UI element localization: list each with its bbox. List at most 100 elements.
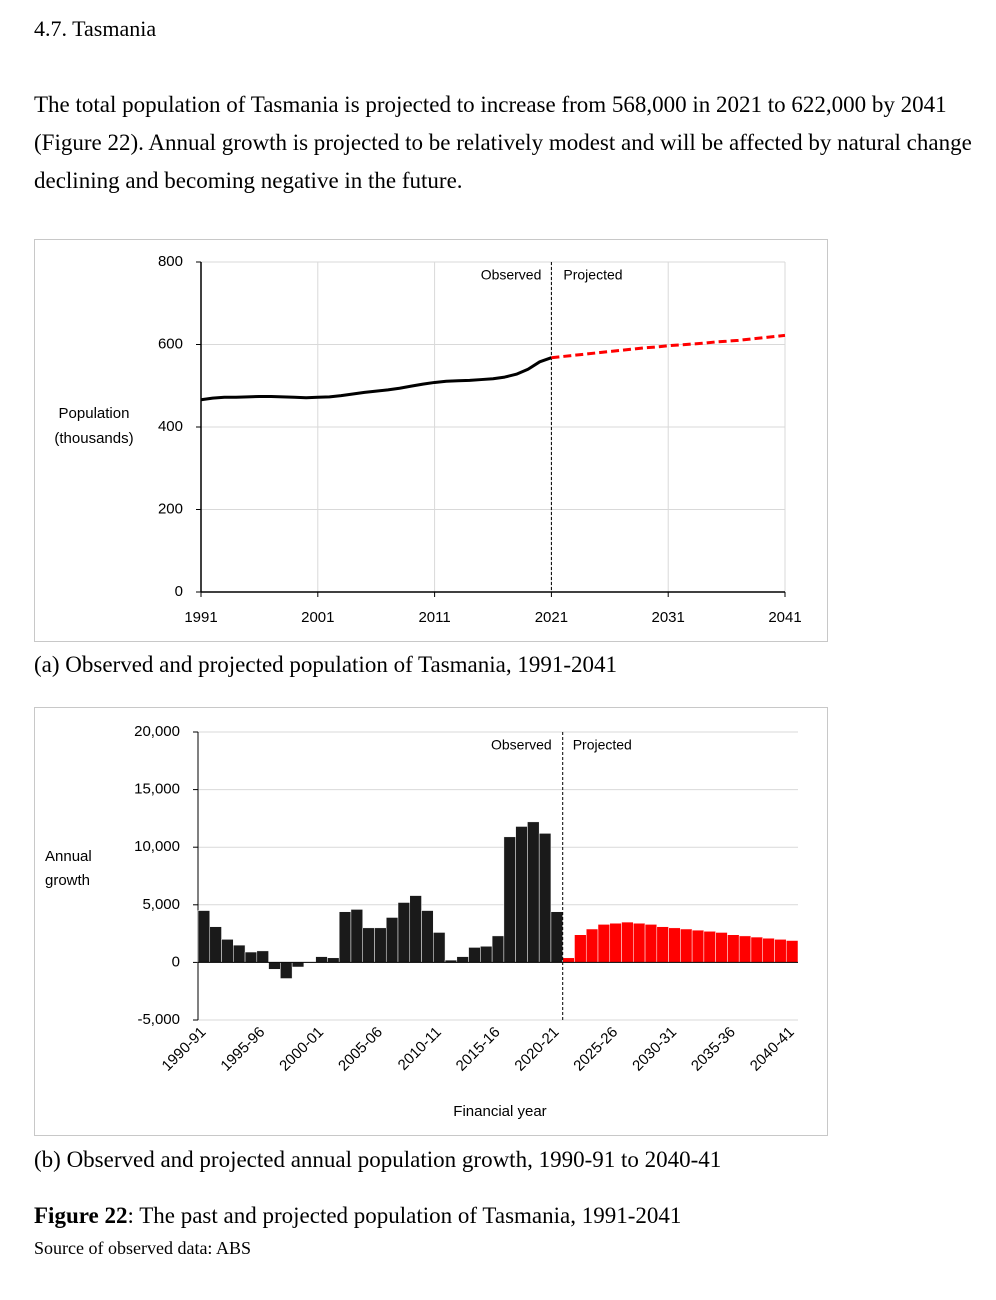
bar xyxy=(656,926,669,963)
bar xyxy=(680,928,693,963)
bar xyxy=(550,911,563,963)
bar xyxy=(338,911,352,963)
bar xyxy=(315,956,328,963)
x-tick-label: 2011 xyxy=(418,609,450,626)
bar xyxy=(691,929,705,963)
y-tick-label: 400 xyxy=(158,418,183,435)
bar xyxy=(480,946,493,963)
bar xyxy=(597,924,611,963)
bar xyxy=(668,927,681,963)
y-tick-label: -5,000 xyxy=(137,1011,180,1028)
line xyxy=(200,356,552,402)
bar xyxy=(268,962,281,970)
annotation: Observed xyxy=(491,737,552,753)
bar xyxy=(221,939,234,963)
bar xyxy=(621,921,634,963)
bar xyxy=(644,924,658,963)
line xyxy=(551,333,786,360)
source: Source of observed data: ABS xyxy=(34,1238,251,1258)
bar xyxy=(538,833,552,963)
bar xyxy=(385,917,399,963)
bar xyxy=(433,932,446,963)
caption: (a) Observed and projected population of… xyxy=(34,652,618,677)
x-tick-label: 2030-31 xyxy=(629,1024,680,1075)
figure-text: : The past and projected population of T… xyxy=(127,1203,682,1228)
x-tick-label: 2000-01 xyxy=(276,1024,327,1075)
bar xyxy=(527,821,540,963)
bar xyxy=(421,910,434,963)
bar xyxy=(233,944,246,963)
bar xyxy=(738,935,752,963)
x-tick-label: 2041 xyxy=(768,609,801,626)
bar xyxy=(362,927,375,963)
bar xyxy=(562,957,575,963)
caption: (b) Observed and projected annual popula… xyxy=(34,1147,722,1172)
bar xyxy=(609,922,622,963)
y-tick-label: 600 xyxy=(158,335,183,352)
y-tick-label: 15,000 xyxy=(134,781,180,798)
bar xyxy=(785,940,799,963)
y-tick-label: 10,000 xyxy=(134,838,180,855)
bar xyxy=(256,950,269,963)
bar xyxy=(327,957,340,963)
bar xyxy=(197,910,211,963)
figure-label: Figure 22 xyxy=(34,1203,128,1228)
y-tick-label: 20,000 xyxy=(134,723,180,740)
bar xyxy=(727,934,740,963)
bar xyxy=(703,931,716,963)
x-tick-label: 2025-26 xyxy=(570,1024,621,1075)
y-axis-label: growth xyxy=(45,872,90,889)
bar xyxy=(244,951,258,963)
chart: -5,000 0 5,000 10,000 15,000 20,000 Annual grow… xyxy=(45,723,799,1120)
bar xyxy=(350,909,363,963)
bar xyxy=(633,922,646,963)
bar xyxy=(291,962,305,968)
bar xyxy=(574,934,587,963)
x-tick-label: 1995-96 xyxy=(217,1024,268,1075)
x-tick-label: 2010-11 xyxy=(395,1024,445,1074)
annotation: Projected xyxy=(563,267,622,283)
y-axis-label: (thousands) xyxy=(54,430,133,447)
bar xyxy=(456,956,469,963)
bar xyxy=(397,902,411,963)
heading: 4.7. Tasmania xyxy=(34,16,157,41)
paragraph: The total population of Tasmania is proj… xyxy=(34,92,972,193)
x-tick-label: 2005-06 xyxy=(335,1024,386,1075)
y-tick-label: 0 xyxy=(172,953,180,970)
y-axis-label: Annual xyxy=(45,848,92,865)
bar xyxy=(515,826,528,963)
x-tick-label: 2001 xyxy=(301,609,334,626)
bar xyxy=(762,937,775,963)
x-tick-label: 2021 xyxy=(535,609,568,626)
y-axis-label: Population xyxy=(59,405,130,422)
bar xyxy=(503,836,516,963)
figure-caption: Figure 22: The past and projected popula… xyxy=(34,1203,681,1229)
bar xyxy=(409,895,422,963)
x-tick-label: 1991 xyxy=(184,609,217,626)
bar xyxy=(374,927,387,963)
chart: 0 200 400 600 800 Population (thousands) 1991 20… xyxy=(54,253,801,626)
bar xyxy=(280,962,293,979)
bar xyxy=(750,936,763,963)
x-axis-label: Financial year xyxy=(453,1103,546,1120)
bar xyxy=(774,939,787,963)
x-tick-label: 2031 xyxy=(652,609,685,626)
x-tick-label: 2020-21 xyxy=(512,1024,563,1075)
x-tick-label: 1990-91 xyxy=(159,1024,210,1075)
y-tick-label: 5,000 xyxy=(142,896,180,913)
chart-frame: -5,000 0 5,000 10,000 15,000 20,000 Annual grow… xyxy=(34,707,828,1136)
x-tick-label: 2015-16 xyxy=(453,1024,504,1075)
annotation: Observed xyxy=(481,267,542,283)
bar xyxy=(468,947,481,963)
y-tick-label: 200 xyxy=(158,500,183,517)
bar xyxy=(715,932,728,963)
y-tick-label: 800 xyxy=(158,253,183,270)
x-tick-label: 2035-36 xyxy=(688,1024,739,1075)
chart-frame: 0 200 400 600 800 Population (thousands) 1991 20… xyxy=(34,239,828,642)
annotation: Projected xyxy=(573,737,632,753)
x-tick-label: 2040-41 xyxy=(747,1024,798,1075)
bar xyxy=(585,928,599,963)
bar xyxy=(491,935,505,963)
y-tick-label: 0 xyxy=(175,583,183,600)
